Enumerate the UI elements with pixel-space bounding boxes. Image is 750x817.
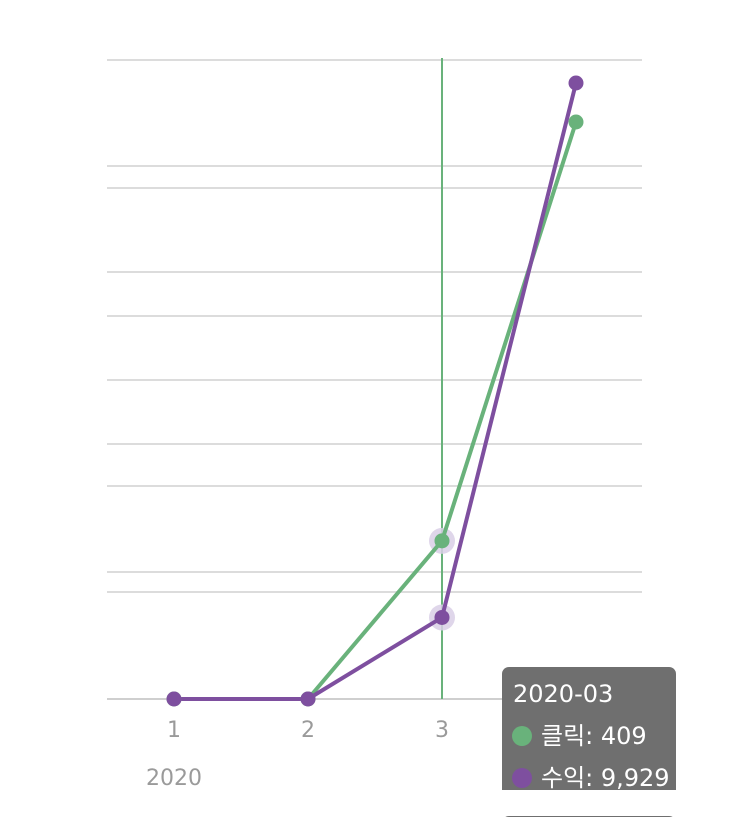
revenue-legend-dot: [512, 768, 532, 788]
series-line-revenue: [174, 82, 578, 701]
x-tick-label-2: 2: [301, 718, 315, 743]
bottom-clip: [0, 790, 750, 816]
x-tick-label-3: 3: [435, 718, 449, 743]
revenue-point-4: [568, 75, 584, 91]
series-line-clicks: [174, 121, 578, 701]
tooltip-row-clicks: 클릭: 409: [512, 721, 647, 751]
revenue-point-1: [166, 691, 182, 707]
tooltip-clicks-label: 클릭: 409: [541, 722, 647, 750]
clicks-point-4: [568, 114, 584, 130]
clicks-point-3: [434, 533, 450, 549]
x-axis-year-label: 2020: [146, 766, 202, 791]
x-tick-label-1: 1: [167, 718, 181, 743]
revenue-point-2: [300, 691, 316, 707]
tooltip-revenue-label: 수익: 9,929: [541, 764, 670, 792]
tooltip-title: 2020-03: [513, 680, 614, 708]
revenue-point-3: [434, 609, 450, 625]
clicks-legend-dot: [512, 726, 532, 746]
tooltip-row-revenue: 수익: 9,929: [512, 763, 670, 793]
